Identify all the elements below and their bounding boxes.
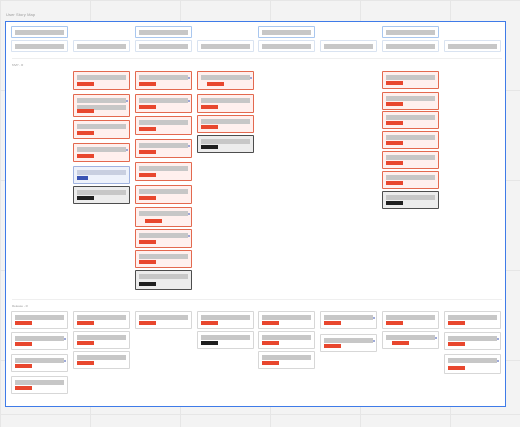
story-card[interactable] (382, 71, 439, 89)
lane-divider (12, 58, 502, 59)
story-card[interactable] (382, 311, 439, 329)
story-card[interactable] (135, 229, 192, 248)
story-card[interactable] (73, 71, 130, 90)
story-card[interactable] (73, 311, 130, 329)
story-map-frame: MVP - R Release - R (5, 21, 506, 407)
story-card[interactable] (197, 115, 254, 133)
done-card[interactable] (135, 270, 192, 290)
story-card[interactable] (73, 143, 130, 162)
story-card[interactable] (135, 311, 192, 329)
story-card[interactable] (382, 171, 439, 189)
epic-card[interactable] (135, 26, 192, 38)
story-card[interactable] (73, 351, 130, 369)
activity-card[interactable] (135, 40, 192, 52)
story-card[interactable] (135, 185, 192, 204)
story-card[interactable] (135, 94, 192, 113)
story-card[interactable] (197, 71, 254, 90)
done-card[interactable] (197, 135, 254, 153)
story-card[interactable] (382, 111, 439, 129)
done-card[interactable] (73, 186, 130, 204)
canvas-grid-line (0, 414, 520, 415)
story-card[interactable] (382, 151, 439, 169)
epic-card[interactable] (258, 26, 315, 38)
activity-card[interactable] (258, 40, 315, 52)
story-card[interactable] (444, 311, 501, 329)
activity-card[interactable] (11, 40, 68, 52)
story-card[interactable] (197, 311, 254, 329)
done-card[interactable] (382, 191, 439, 209)
story-card[interactable] (135, 139, 192, 158)
story-card[interactable] (73, 331, 130, 349)
epic-card[interactable] (11, 26, 68, 38)
story-card[interactable] (135, 71, 192, 90)
story-card[interactable] (73, 94, 130, 117)
story-card[interactable] (444, 332, 501, 350)
activity-card[interactable] (197, 40, 254, 52)
story-card[interactable] (135, 250, 192, 268)
story-card[interactable] (382, 92, 439, 110)
story-card[interactable] (11, 354, 68, 372)
lane-divider (12, 299, 502, 300)
activity-card[interactable] (320, 40, 377, 52)
story-card[interactable] (320, 311, 377, 329)
story-card[interactable] (135, 162, 192, 181)
story-card[interactable] (382, 131, 439, 149)
done-card[interactable] (197, 331, 254, 349)
story-card[interactable] (11, 376, 68, 394)
activity-card[interactable] (73, 40, 130, 52)
epic-card[interactable] (382, 26, 439, 38)
story-card[interactable] (73, 120, 130, 139)
story-card[interactable] (135, 207, 192, 227)
story-card[interactable] (258, 311, 315, 329)
activity-card[interactable] (382, 40, 439, 52)
story-card[interactable] (258, 331, 315, 349)
story-card[interactable] (135, 116, 192, 135)
note-card[interactable] (73, 166, 130, 184)
story-card[interactable] (444, 354, 501, 374)
story-card[interactable] (382, 331, 439, 349)
story-card[interactable] (11, 332, 68, 350)
story-card[interactable] (320, 334, 377, 352)
story-card[interactable] (11, 311, 68, 329)
story-card[interactable] (258, 351, 315, 369)
story-card[interactable] (197, 94, 254, 113)
lane-label-release-2: Release - R (12, 304, 28, 308)
board-title: User Story Map (6, 12, 36, 17)
activity-card[interactable] (444, 40, 501, 52)
lane-label-release-1: MVP - R (12, 63, 24, 67)
